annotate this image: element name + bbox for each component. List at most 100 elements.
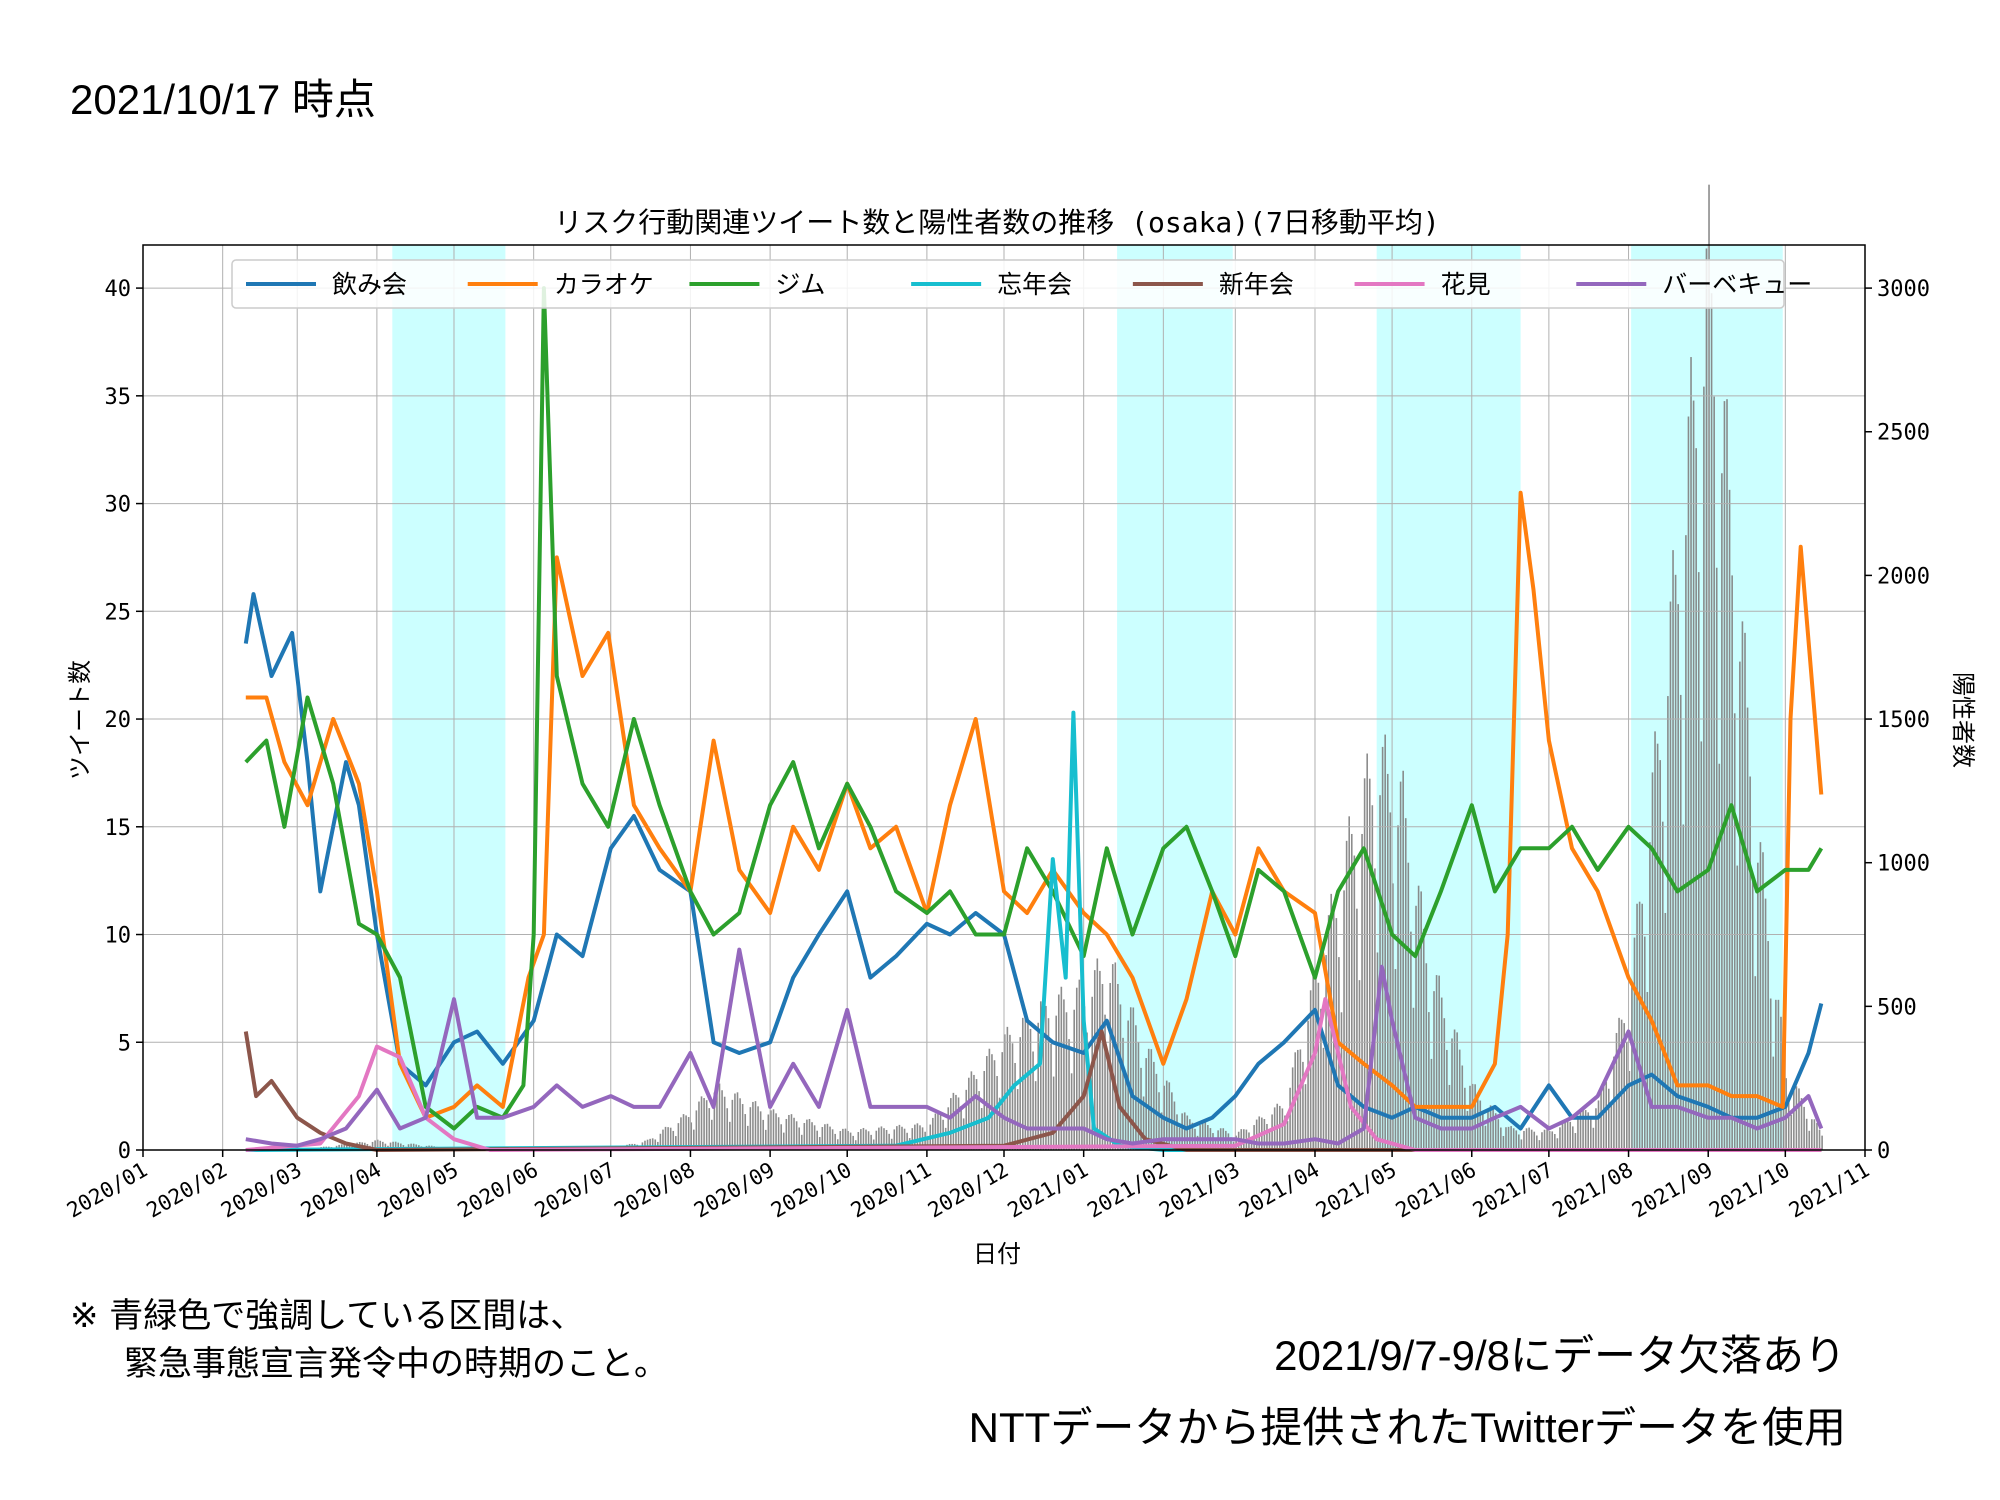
positives-bar-456 — [1487, 1108, 1489, 1150]
positives-bar-349 — [1212, 1133, 1214, 1150]
positives-bar-211 — [857, 1132, 860, 1150]
positives-bar-149 — [698, 1101, 700, 1150]
positives-bar-139 — [672, 1130, 675, 1150]
positives-bar-148 — [695, 1110, 698, 1150]
positives-bar-264 — [993, 1060, 996, 1150]
positives-bar-372 — [1271, 1114, 1273, 1150]
x-tick-label-10: 2020/11 — [847, 1158, 936, 1223]
positives-bar-191 — [806, 1119, 808, 1150]
positives-bar-29 — [374, 1140, 376, 1150]
positives-bar-540 — [1703, 386, 1705, 1150]
x-tick-label-5: 2020/06 — [454, 1158, 543, 1223]
positives-bar-212 — [860, 1129, 862, 1150]
positives-bar-278 — [1029, 1028, 1032, 1150]
positives-bar-192 — [808, 1118, 811, 1150]
positives-bar-471 — [1525, 1128, 1528, 1150]
positives-bar-346 — [1204, 1121, 1207, 1150]
positives-bar-503 — [1607, 1088, 1610, 1150]
positives-bar-519 — [1649, 842, 1651, 1150]
series-line-7 — [245, 947, 1824, 1148]
x-tick-label-12: 2021/01 — [1004, 1158, 1093, 1223]
positives-bar-227 — [898, 1124, 901, 1150]
positives-bar-516 — [1641, 903, 1643, 1150]
chart-title: リスク行動関連ツイート数と陽性者数の推移 (osaka)(7日移動平均) — [554, 206, 1439, 239]
positives-bar-564 — [1764, 898, 1767, 1150]
positives-bar-37 — [394, 1141, 397, 1150]
highlight-note: ※ 青緑色で強調している区間は、 — [70, 1296, 585, 1336]
positives-bar-254 — [968, 1077, 970, 1150]
positives-bar-185 — [790, 1114, 793, 1150]
positives-bar-539 — [1700, 741, 1703, 1150]
positives-bar-486 — [1564, 1119, 1566, 1150]
positives-bar-455 — [1484, 1125, 1487, 1150]
positives-bar-201 — [831, 1129, 834, 1150]
positives-bar-279 — [1032, 1051, 1034, 1150]
positives-bar-511 — [1628, 1070, 1631, 1150]
positives-bar-492 — [1579, 1111, 1582, 1150]
x-tick-label-7: 2020/08 — [610, 1158, 699, 1223]
positives-bar-179 — [775, 1113, 777, 1150]
positives-bar-439 — [1443, 1018, 1446, 1150]
positives-bar-472 — [1528, 1127, 1530, 1150]
x-axis-label: 日付 — [973, 1240, 1021, 1268]
positives-bar-293 — [1068, 1039, 1070, 1150]
positives-bar-517 — [1643, 936, 1646, 1150]
positives-bar-413 — [1376, 952, 1379, 1150]
positives-bar-484 — [1559, 1127, 1561, 1150]
positives-bar-534 — [1687, 416, 1690, 1150]
positives-bar-128 — [644, 1140, 646, 1150]
x-tick-label-11: 2020/12 — [924, 1158, 1013, 1223]
positives-bar-159 — [723, 1096, 726, 1150]
positives-bar-248 — [952, 1092, 955, 1150]
positives-bar-205 — [842, 1128, 844, 1150]
positives-bar-382 — [1296, 1049, 1299, 1150]
positives-bar-329 — [1160, 1112, 1163, 1150]
positives-bar-292 — [1065, 1012, 1068, 1150]
positives-bar-232 — [911, 1128, 914, 1150]
y2-tick-label-3: 1500 — [1877, 708, 1930, 733]
positives-bar-250 — [957, 1097, 960, 1150]
positives-bar-575 — [1793, 1090, 1795, 1150]
positives-bar-169 — [749, 1107, 752, 1150]
positives-bar-581 — [1808, 1130, 1811, 1150]
x-tick-label-13: 2021/02 — [1083, 1158, 1172, 1223]
positives-bar-242 — [937, 1113, 939, 1150]
positives-bar-137 — [667, 1127, 669, 1150]
positives-bar-38 — [397, 1142, 400, 1150]
positives-bar-335 — [1176, 1114, 1178, 1150]
positives-bar-529 — [1674, 574, 1677, 1150]
positives-bar-386 — [1307, 1020, 1309, 1150]
positives-bar-460 — [1497, 1119, 1500, 1150]
positives-bar-390 — [1317, 982, 1320, 1150]
positives-bar-257 — [975, 1079, 978, 1150]
positives-bar-289 — [1057, 994, 1060, 1150]
positives-bar-506 — [1615, 1032, 1618, 1150]
positives-bar-557 — [1746, 707, 1749, 1150]
positives-bar-259 — [980, 1108, 983, 1150]
x-tick-label-9: 2020/10 — [767, 1158, 856, 1223]
positives-bar-188 — [798, 1127, 800, 1150]
positives-bar-151 — [703, 1098, 705, 1150]
positives-bar-572 — [1785, 1078, 1787, 1150]
positives-bar-562 — [1759, 842, 1762, 1150]
positives-bar-565 — [1767, 941, 1769, 1150]
positives-bar-504 — [1610, 1103, 1613, 1150]
legend-label-5: 新年会 — [1219, 270, 1294, 299]
positives-bar-438 — [1440, 997, 1443, 1150]
positives-bar-548 — [1723, 401, 1726, 1150]
positives-bar-545 — [1715, 567, 1718, 1150]
data-source-note: NTTデータから提供されたTwitterデータを使用 — [968, 1404, 1846, 1451]
positives-bar-394 — [1327, 915, 1330, 1150]
positives-bar-483 — [1556, 1138, 1559, 1150]
positives-bar-266 — [998, 1097, 1001, 1150]
positives-bar-401 — [1345, 840, 1348, 1150]
positives-bar-561 — [1757, 862, 1759, 1150]
positives-bar-520 — [1651, 772, 1654, 1150]
positives-bar-340 — [1189, 1119, 1191, 1150]
positives-bar-166 — [741, 1104, 744, 1150]
positives-bar-253 — [965, 1089, 968, 1150]
positives-bar-301 — [1088, 1067, 1091, 1150]
positives-bar-256 — [973, 1074, 975, 1150]
positives-bar-324 — [1147, 1048, 1150, 1150]
positives-bar-317 — [1129, 1007, 1132, 1150]
